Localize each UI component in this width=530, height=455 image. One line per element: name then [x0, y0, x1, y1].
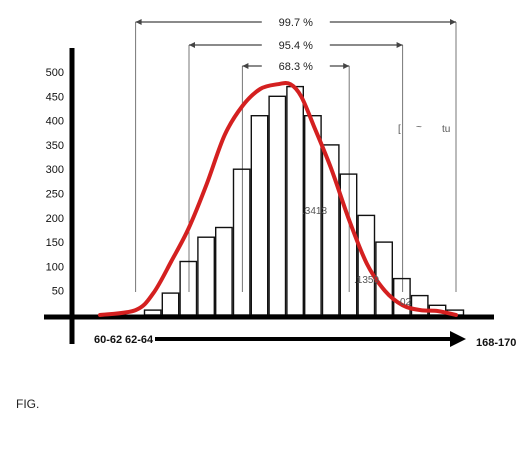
interval-arrow-left-0 — [135, 19, 142, 25]
histogram-bar-8 — [214, 226, 233, 316]
y-tick-label-450: 450 — [46, 91, 64, 103]
x-tick-label-first: 60-62 — [94, 334, 122, 346]
histogram-bar-15 — [339, 173, 358, 316]
interval-arrow-left-2 — [242, 63, 249, 69]
figure-caption: FIG. — [16, 397, 40, 411]
y-tick-label-200: 200 — [46, 213, 64, 225]
x-range-arrowhead — [450, 331, 466, 347]
interval-brackets: 99.7 % 95.4 % 68.3 % — [135, 17, 457, 292]
y-tick-label-500: 500 — [46, 67, 64, 79]
interval-arrow-left-1 — [189, 42, 195, 48]
normal-curve — [98, 81, 458, 317]
histogram-bar-7 — [197, 236, 215, 316]
interval-arrow-right-0 — [450, 19, 456, 25]
y-tick-label-100: 100 — [46, 261, 64, 273]
interval-label-2: 68.3 % — [279, 61, 313, 73]
annotation-3413: .3413 — [302, 206, 327, 217]
x-tick-label-last: 168-170 — [476, 337, 516, 349]
histogram-bar-4 — [143, 309, 162, 316]
y-tick-label-250: 250 — [46, 189, 64, 201]
faint-mark-tu: tu — [442, 124, 450, 135]
histogram-bar-9 — [232, 168, 251, 316]
normal-curve-line — [98, 81, 458, 317]
faint-mark-tilde: ~ — [416, 122, 422, 133]
y-tick-label-350: 350 — [46, 140, 64, 152]
x-tick-label-second: 62-64 — [125, 334, 154, 346]
annotation-02: 02 — [400, 297, 412, 308]
histogram-bars — [143, 85, 465, 316]
interval-label-0: 99.7 % — [279, 17, 313, 29]
histogram-bar-12 — [286, 85, 304, 316]
histogram-bar-10 — [250, 114, 269, 316]
y-tick-label-400: 400 — [46, 116, 64, 128]
y-tick-label-50: 50 — [52, 286, 64, 298]
annotation-1359: .1359 — [354, 275, 379, 286]
y-tick-labels: 50 100 150 200 250 300 350 400 450 500 — [46, 67, 64, 298]
histogram-bar-6 — [179, 260, 198, 316]
chart-labels: 60-62 62-64 168-170 .3413 .1359 02 [ ~ t… — [94, 122, 516, 349]
y-tick-label-150: 150 — [46, 237, 64, 249]
histogram-bar-5 — [161, 292, 180, 316]
y-tick-label-300: 300 — [46, 164, 64, 176]
interval-arrow-right-1 — [396, 42, 403, 48]
faint-mark-bracket: [ — [398, 124, 401, 135]
histogram-bar-11 — [268, 95, 287, 316]
interval-label-1: 95.4 % — [279, 40, 313, 52]
axes — [44, 48, 494, 347]
interval-arrow-right-2 — [343, 63, 350, 69]
